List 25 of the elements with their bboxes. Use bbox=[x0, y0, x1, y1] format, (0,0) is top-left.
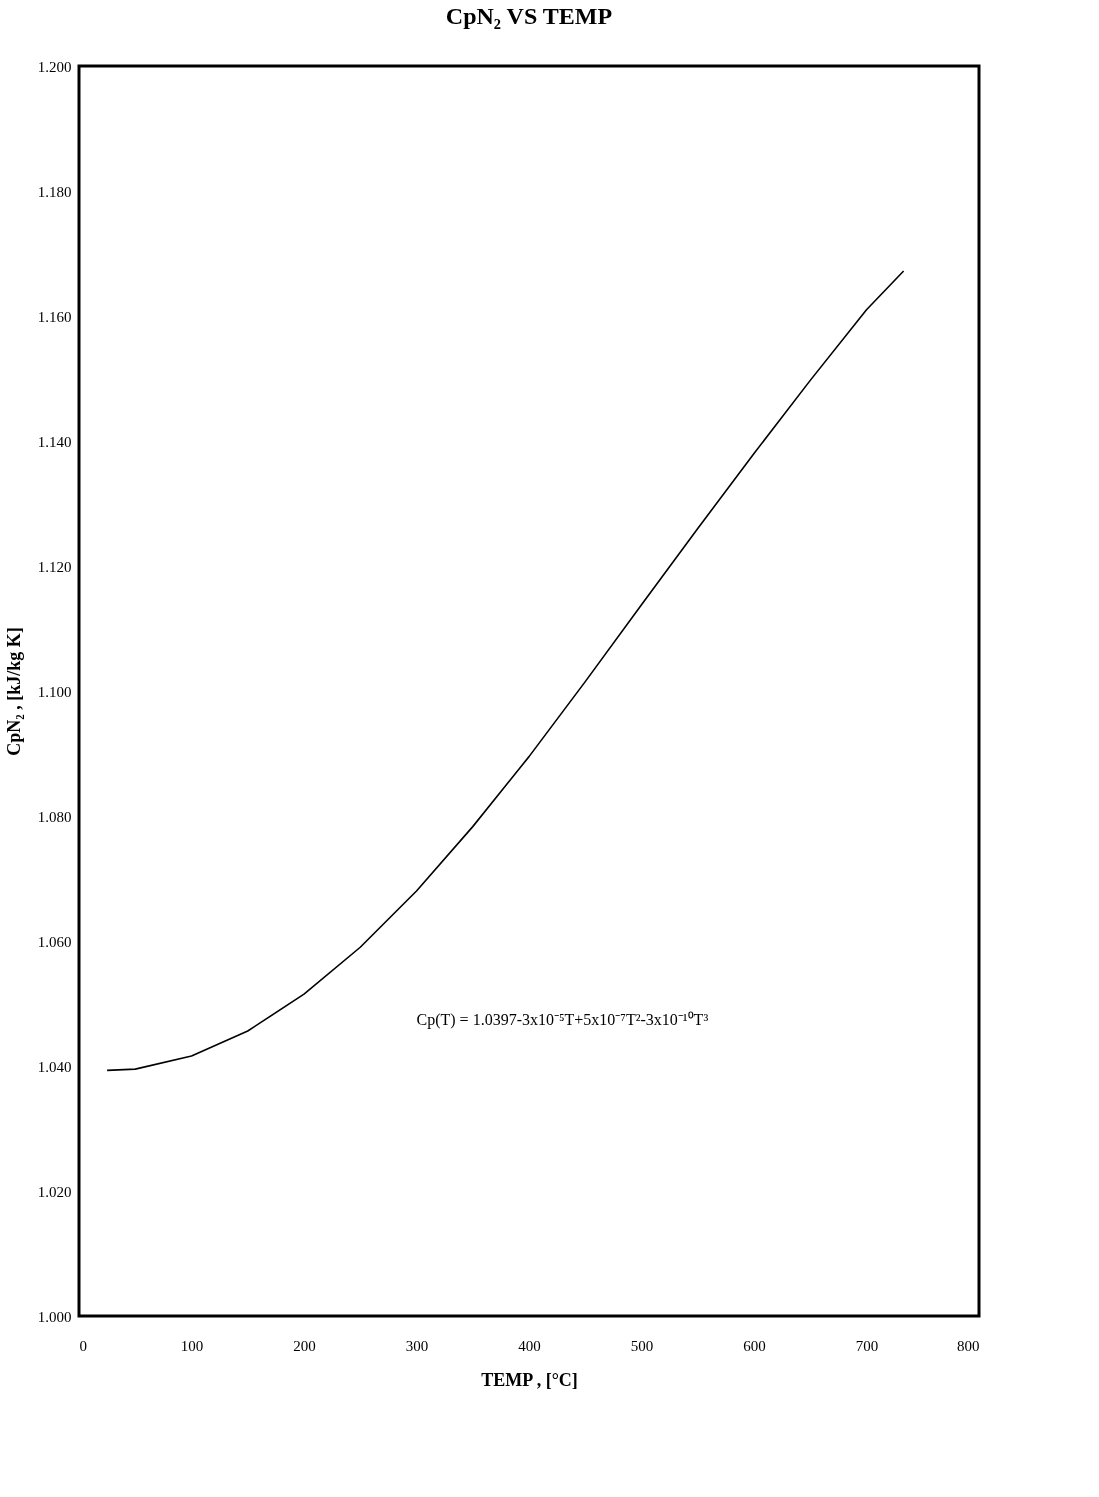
x-tick-label: 700 bbox=[855, 1337, 879, 1354]
y-tick-label: 1.080 bbox=[37, 808, 72, 825]
y-axis-title: CpN₂ , [kJ/kg K] bbox=[3, 627, 24, 756]
x-tick-label: 300 bbox=[405, 1337, 429, 1354]
x-axis-title: TEMP , [°C] bbox=[481, 1369, 578, 1390]
x-tick-label: 800 bbox=[957, 1337, 980, 1354]
x-tick-label: 400 bbox=[518, 1337, 541, 1354]
y-tick-label: 1.160 bbox=[37, 308, 72, 325]
y-tick-label: 1.100 bbox=[37, 683, 72, 700]
annotation: Cp(T) = 1.0397-3x10⁻⁵T+5x10⁻⁷T²-3x10⁻¹⁰T³ bbox=[416, 1010, 709, 1029]
x-tick-label: 0 bbox=[79, 1337, 87, 1354]
x-tick-label: 600 bbox=[743, 1337, 766, 1354]
x-tick-label: 500 bbox=[630, 1337, 654, 1354]
x-tick-label: 100 bbox=[180, 1337, 204, 1354]
y-tick-label: 1.180 bbox=[37, 183, 72, 200]
chart-title: CpN₂ VS TEMP bbox=[445, 3, 613, 29]
y-tick-label: 1.140 bbox=[37, 433, 72, 450]
y-tick-label: 1.020 bbox=[37, 1183, 72, 1200]
y-tick-label: 1.120 bbox=[37, 558, 72, 575]
y-tick-label: 1.040 bbox=[37, 1058, 72, 1075]
y-tick-label: 1.000 bbox=[37, 1308, 72, 1325]
x-tick-label: 200 bbox=[293, 1337, 316, 1354]
y-tick-label: 1.060 bbox=[37, 933, 72, 950]
y-tick-label: 1.200 bbox=[37, 58, 72, 75]
line-series bbox=[106, 270, 905, 1072]
